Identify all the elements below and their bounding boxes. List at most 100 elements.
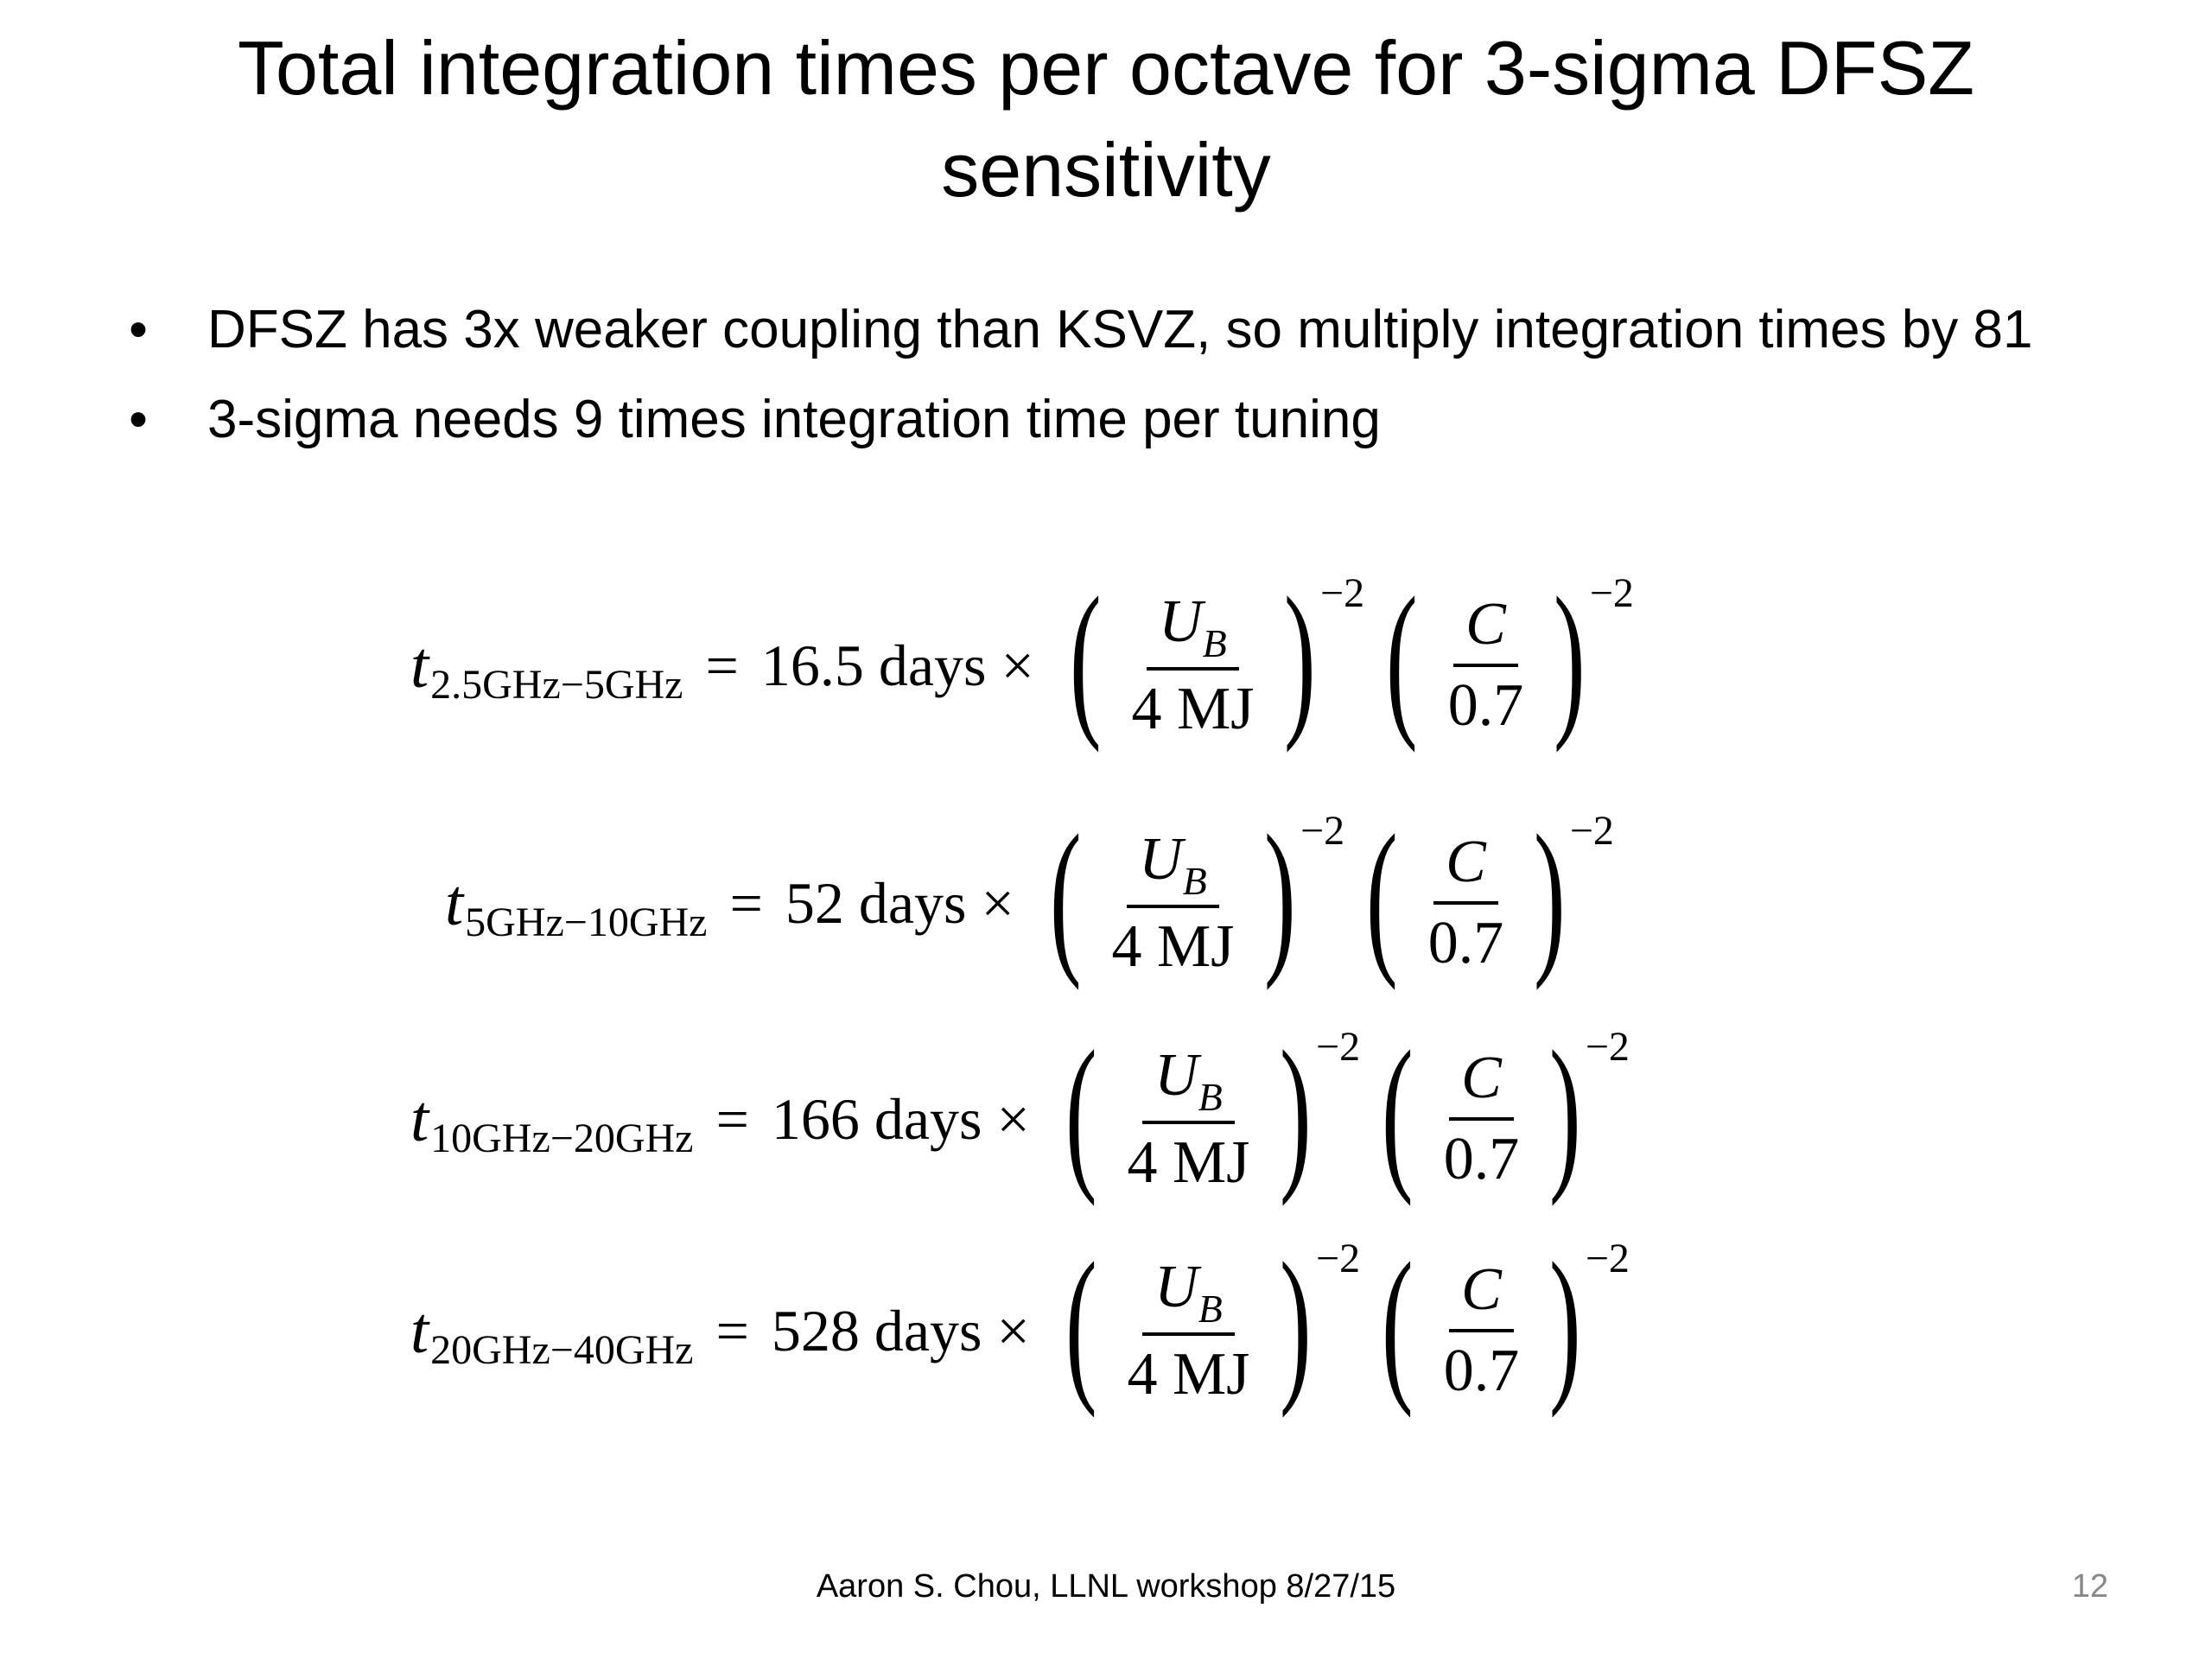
paren-left: ( — [1065, 1228, 1097, 1419]
bullet-text: DFSZ has 3x weaker coupling than KSVZ, s… — [207, 300, 2033, 359]
equation-row: t 5GHz−10GHz = 52 days × ( UB 4 MJ ) −2 (… — [0, 799, 2212, 1007]
exponent: −2 — [1300, 807, 1345, 854]
denominator: 0.7 — [1443, 1126, 1520, 1192]
paren-right: ) — [1554, 563, 1586, 753]
eq-equals: = — [705, 632, 739, 698]
bullet-dot: • — [129, 390, 148, 449]
paren-left: ( — [1382, 1228, 1414, 1419]
paren-right: ) — [1264, 800, 1297, 991]
eq-subscript: 20GHz−40GHz — [430, 1326, 694, 1373]
paren-left: ( — [1049, 800, 1082, 991]
eq-subscript: 10GHz−20GHz — [430, 1115, 694, 1161]
eq-equals: = — [729, 869, 763, 936]
fraction: C 0.7 — [1432, 1256, 1532, 1405]
title-line-2: sensitivity — [941, 127, 1271, 213]
exponent: −2 — [1585, 1023, 1630, 1070]
numerator-var: U — [1139, 825, 1183, 893]
equation-row: t 10GHz−20GHz = 166 days × ( UB 4 MJ ) −2… — [0, 1015, 2212, 1223]
fraction: UB 4 MJ — [1119, 588, 1266, 743]
paren-left: ( — [1386, 563, 1418, 753]
equation-row: t 2.5GHz−5GHz = 16.5 days × ( UB 4 MJ ) −… — [0, 562, 2212, 769]
bullet-item: • DFSZ has 3x weaker coupling than KSVZ,… — [121, 285, 2143, 375]
fraction: C 0.7 — [1436, 591, 1536, 740]
bullet-item: • 3-sigma needs 9 times integration time… — [121, 375, 2143, 465]
equation: t 20GHz−40GHz = 528 days × ( UB 4 MJ ) −2… — [410, 1236, 1630, 1417]
paren-right: ) — [1534, 800, 1566, 991]
fraction: UB 4 MJ — [1115, 1042, 1262, 1197]
bullet-text: 3-sigma needs 9 times integration time p… — [207, 390, 1381, 449]
numerator: C — [1453, 591, 1518, 667]
fraction: UB 4 MJ — [1115, 1254, 1262, 1408]
denominator: 4 MJ — [1131, 675, 1255, 742]
equation-row: t 20GHz−40GHz = 528 days × ( UB 4 MJ ) −2… — [0, 1227, 2212, 1434]
factor-energy: ( UB 4 MJ ) −2 — [1037, 808, 1344, 989]
numerator: C — [1449, 1045, 1514, 1121]
eq-subscript: 5GHz−10GHz — [465, 899, 708, 945]
numerator: UB — [1142, 1042, 1235, 1124]
slide-title: Total integration times per octave for 3… — [0, 17, 2212, 221]
numerator-var: U — [1154, 1041, 1198, 1109]
eq-equals: = — [715, 1297, 749, 1363]
footer-credit: Aaron S. Chou, LLNL workshop 8/27/15 — [816, 1568, 1396, 1605]
equation: t 10GHz−20GHz = 166 days × ( UB 4 MJ ) −2… — [410, 1024, 1630, 1205]
paren-right: ) — [1549, 1228, 1581, 1419]
equation: t 2.5GHz−5GHz = 16.5 days × ( UB 4 MJ ) −… — [410, 570, 1634, 752]
numerator-sub: B — [1182, 858, 1207, 903]
eq-variable: t — [410, 1082, 429, 1155]
denominator: 4 MJ — [1127, 1340, 1250, 1408]
factor-c: ( C 0.7 ) −2 — [1369, 1236, 1630, 1417]
factor-energy: ( UB 4 MJ ) −2 — [1057, 570, 1364, 752]
factor-energy: ( UB 4 MJ ) −2 — [1052, 1236, 1360, 1417]
paren-left: ( — [1065, 1016, 1097, 1207]
numerator: UB — [1142, 1254, 1235, 1336]
paren-left: ( — [1366, 800, 1398, 991]
numerator-var: U — [1154, 1253, 1198, 1320]
bullet-list: • DFSZ has 3x weaker coupling than KSVZ,… — [121, 285, 2143, 465]
eq-subscript: 2.5GHz−5GHz — [430, 661, 683, 708]
numerator: C — [1449, 1256, 1514, 1332]
paren-left: ( — [1382, 1016, 1414, 1207]
factor-energy: ( UB 4 MJ ) −2 — [1052, 1024, 1360, 1205]
fraction: UB 4 MJ — [1099, 826, 1246, 981]
numerator-sub: B — [1198, 1074, 1223, 1119]
eq-coefficient: 166 days × — [771, 1085, 1030, 1152]
exponent: −2 — [1316, 1023, 1361, 1070]
factor-c: ( C 0.7 ) −2 — [1373, 570, 1634, 752]
eq-variable: t — [445, 866, 464, 939]
fraction: C 0.7 — [1416, 829, 1516, 977]
paren-right: ) — [1549, 1016, 1581, 1207]
title-line-1: Total integration times per octave for 3… — [237, 25, 1975, 111]
factor-c: ( C 0.7 ) −2 — [1353, 808, 1614, 989]
numerator-sub: B — [1198, 1286, 1223, 1331]
denominator: 0.7 — [1447, 672, 1524, 739]
eq-coefficient: 16.5 days × — [760, 632, 1034, 698]
eq-equals: = — [715, 1085, 749, 1152]
eq-coefficient: 528 days × — [771, 1297, 1030, 1363]
page-number: 12 — [2071, 1568, 2108, 1605]
denominator: 4 MJ — [1111, 912, 1235, 980]
numerator: UB — [1127, 826, 1219, 908]
exponent: −2 — [1316, 1235, 1361, 1281]
fraction: C 0.7 — [1432, 1045, 1532, 1193]
numerator: C — [1433, 829, 1498, 905]
eq-variable: t — [410, 1294, 429, 1367]
paren-right: ) — [1280, 1228, 1313, 1419]
exponent: −2 — [1585, 1235, 1630, 1281]
equation: t 5GHz−10GHz = 52 days × ( UB 4 MJ ) −2 (… — [445, 808, 1614, 989]
paren-left: ( — [1069, 563, 1102, 753]
eq-coefficient: 52 days × — [785, 869, 1014, 936]
denominator: 0.7 — [1427, 910, 1504, 976]
eq-variable: t — [410, 628, 429, 702]
numerator-sub: B — [1202, 620, 1227, 665]
numerator: UB — [1147, 588, 1239, 671]
exponent: −2 — [1569, 807, 1614, 854]
denominator: 0.7 — [1443, 1338, 1520, 1404]
exponent: −2 — [1589, 569, 1634, 616]
denominator: 4 MJ — [1127, 1128, 1250, 1196]
bullet-dot: • — [129, 300, 148, 359]
paren-right: ) — [1284, 563, 1317, 753]
numerator-var: U — [1159, 588, 1203, 655]
paren-right: ) — [1280, 1016, 1313, 1207]
exponent: −2 — [1320, 569, 1365, 616]
